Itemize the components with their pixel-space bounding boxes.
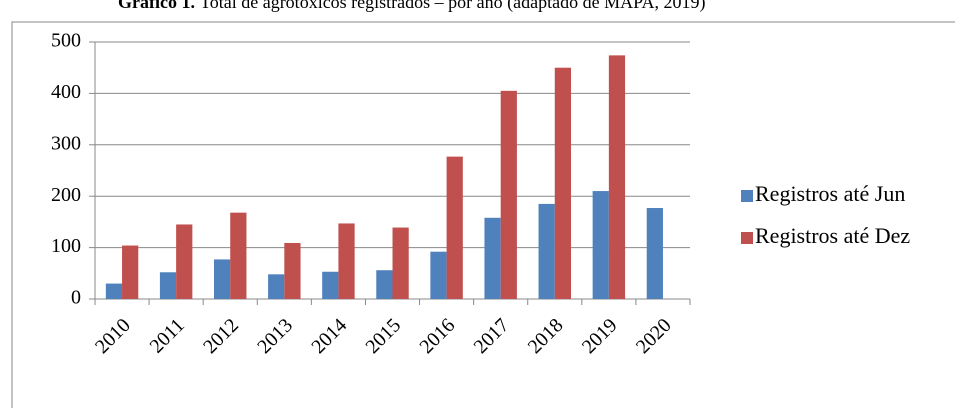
- y-tick-label: 0: [71, 287, 81, 309]
- bar: [608, 55, 626, 299]
- bar: [538, 203, 555, 299]
- bar: [592, 191, 609, 299]
- bar: [214, 259, 231, 299]
- bar: [268, 274, 285, 299]
- title-number: Gráfico 1.: [118, 0, 195, 12]
- bar: [105, 283, 123, 299]
- y-tick-label: 500: [51, 30, 81, 52]
- title-text: Total de agrotóxicos registrados – por a…: [200, 0, 705, 13]
- y-tick-label: 100: [51, 235, 81, 257]
- legend-swatch: [741, 232, 753, 244]
- chart-title: Gráfico 1. Total de agrotóxicos registrad…: [118, 0, 705, 13]
- bar: [284, 242, 301, 299]
- bar: [554, 67, 571, 299]
- legend-label: Registros até Dez: [755, 223, 910, 248]
- y-tick-label: 400: [51, 81, 81, 103]
- chart-frame: [11, 21, 955, 408]
- bar: [646, 208, 663, 299]
- bar: [446, 156, 463, 299]
- bar: [176, 224, 193, 299]
- bar: [322, 271, 339, 299]
- bar: [430, 251, 447, 299]
- legend-swatch: [741, 190, 753, 202]
- bar: [376, 270, 393, 299]
- bar: [122, 245, 139, 299]
- bar: [392, 227, 409, 299]
- bar: [159, 272, 177, 299]
- bar: [500, 90, 517, 299]
- y-tick-label: 200: [51, 184, 81, 206]
- y-tick-label: 300: [51, 132, 81, 154]
- bar: [338, 223, 355, 299]
- legend-label: Registros até Jun: [755, 181, 905, 206]
- bar: [484, 217, 501, 299]
- bar: [230, 212, 247, 299]
